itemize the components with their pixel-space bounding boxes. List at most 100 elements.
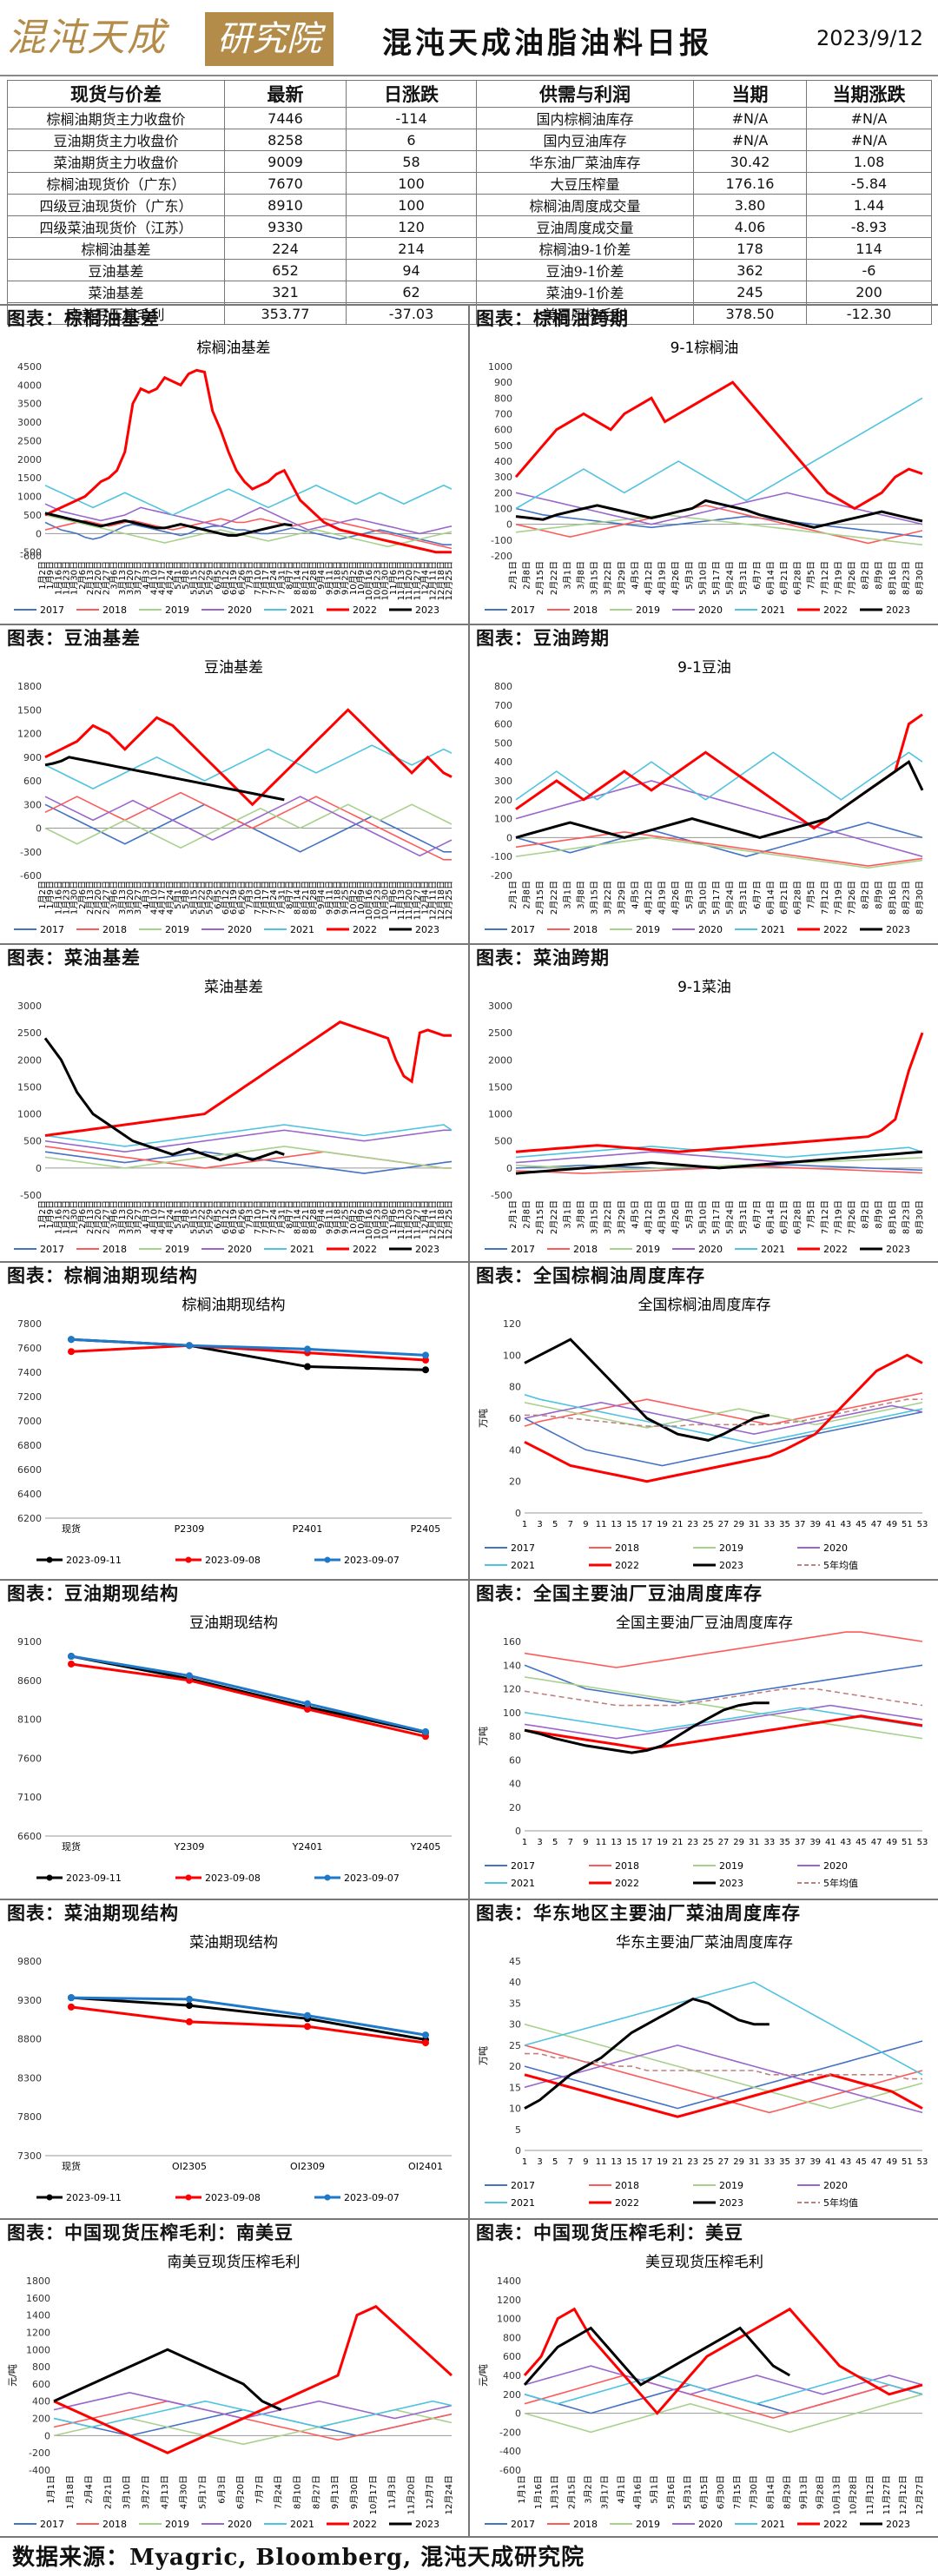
x-tick-label: 17 [642, 1838, 653, 1847]
x-tick-label: 9 [583, 1520, 588, 1529]
y-axis-label: 万吨 [478, 2046, 489, 2065]
x-tick-label: 4月26日 [670, 881, 681, 915]
legend-label: 2020 [228, 924, 252, 935]
legend-label: 2017 [511, 604, 535, 616]
x-tick-label: 3月29日 [617, 561, 627, 595]
x-tick-label: 2月15日 [535, 1200, 545, 1234]
x-tick-label: 1月16日 [53, 561, 63, 595]
series-line [515, 397, 923, 510]
series-line [524, 1981, 923, 2076]
y-tick-label: 500 [494, 1136, 512, 1147]
x-tick-label: 11月20日 [404, 561, 414, 600]
x-tick-label: 7 [568, 2157, 573, 2167]
y-tick-label: 6600 [17, 1464, 42, 1476]
y-tick-label: 1200 [17, 729, 42, 740]
row-value: -5.84 [806, 172, 932, 195]
legend-label: 2021 [290, 2519, 314, 2530]
x-tick-label: 13 [611, 1520, 622, 1529]
y-tick-label: -500 [20, 547, 42, 558]
x-tick-label: 4月5日 [630, 561, 640, 590]
row-value: 30.42 [693, 150, 807, 173]
legend-label: 2023 [415, 1244, 439, 1255]
x-tick-label: 1月31日 [550, 2475, 560, 2509]
y-tick-label: 8100 [17, 1714, 42, 1726]
y-tick-label: 0 [44, 2430, 50, 2441]
x-tick-label: 8月30日 [915, 561, 925, 595]
legend-label: 2017 [511, 2180, 535, 2191]
x-tick-label: 7月3日 [245, 1200, 255, 1229]
x-tick-label: 8月29日 [782, 2475, 792, 2509]
series-line [44, 521, 452, 545]
y-tick-label: 80 [509, 1382, 521, 1393]
legend-label: 2020 [228, 604, 252, 616]
x-tick-label: 8月30日 [915, 1200, 925, 1234]
legend-label: 2019 [636, 924, 660, 935]
x-tick-label: 7月10日 [253, 561, 263, 595]
x-tick-label: 8月28日 [308, 881, 319, 915]
x-tick-label: 3月8日 [576, 881, 586, 909]
series-line [514, 380, 923, 511]
x-tick-label: 9月18日 [333, 561, 343, 595]
x-tick-label: 11月27日 [412, 1200, 422, 1239]
x-tick-label: 7月15日 [732, 2475, 743, 2509]
legend-label: 2022 [823, 2519, 848, 2530]
y-tick-label: 400 [503, 2370, 521, 2381]
y-tick-label: 700 [494, 700, 512, 711]
x-tick-label: 11月27日 [882, 2475, 892, 2514]
x-tick-label: 10月9日 [356, 881, 367, 915]
report-title: 混沌天成油脂油料日报 [382, 26, 712, 61]
legend-label: 2019 [636, 2519, 660, 2530]
x-tick-label: 8月28日 [308, 1200, 319, 1234]
series-line [70, 1662, 426, 1738]
series-line [515, 759, 924, 839]
x-tick-label: 3月22日 [603, 561, 613, 595]
x-tick-label: 4月3日 [141, 881, 151, 909]
x-tick-label: OI2309 [290, 2161, 325, 2172]
x-tick-label: 12月24日 [444, 2475, 454, 2514]
y-tick-label: 0 [515, 2145, 521, 2157]
x-tick-label: 3月1日 [562, 561, 572, 590]
column-divider [468, 2218, 470, 2538]
table-header-row: 现货与价差 最新 日涨跌 供需与利润 当期 当期涨跌 [7, 80, 932, 108]
legend-label: 2022 [615, 2197, 639, 2209]
x-tick-label: 7月17日 [261, 1200, 271, 1234]
series-line [524, 1338, 770, 1442]
x-tick-label: 4月10日 [149, 881, 159, 915]
legend-label: 2021 [761, 2519, 785, 2530]
x-tick-label: 8月14日 [293, 561, 303, 595]
x-tick-label: 1月30日 [69, 1200, 80, 1234]
chart-title: 豆油期现结构 [189, 1615, 278, 1632]
legend-label: 2023 [415, 924, 439, 935]
x-tick-label: 19 [657, 1838, 668, 1847]
y-tick-label: 40 [509, 1779, 521, 1790]
y-tick-label: 6600 [17, 1831, 42, 1842]
x-tick-label: 5月15日 [188, 561, 199, 595]
series-point [304, 1705, 311, 1713]
x-tick-label: 8月9日 [874, 881, 884, 909]
y-tick-label: -500 [491, 1190, 512, 1201]
x-tick-label: 5月10日 [697, 881, 708, 915]
row-value: 200 [806, 281, 932, 303]
x-tick-label: 11月6日 [388, 1200, 399, 1234]
legend-label: 2021 [761, 1244, 785, 1255]
x-tick-label: 1月16日 [53, 1200, 63, 1234]
series-line [524, 1704, 923, 1740]
legend-label: 2020 [823, 1542, 848, 1554]
legend-label: 2019 [165, 604, 189, 616]
series-point [422, 1727, 429, 1735]
x-tick-label: 7月19日 [833, 1200, 843, 1234]
x-tick-label: 6月12日 [221, 881, 231, 915]
series-point [68, 1348, 75, 1356]
x-tick-label: 4月3日 [141, 1200, 151, 1229]
row-value: 114 [806, 237, 932, 260]
x-tick-label: 10月9日 [356, 1200, 367, 1234]
x-tick-label: 7月30日 [749, 2475, 759, 2509]
x-tick-label: 6月19日 [228, 561, 239, 595]
row-value: 1.44 [806, 194, 932, 216]
x-tick-label: 4月19日 [657, 881, 668, 915]
table-row: 南美豆压榨毛利 353.77 -37.03 美豆压榨毛利 378.50 -12.30 [7, 302, 932, 325]
x-tick-label: 5月17日 [711, 1200, 722, 1234]
x-tick-label: 8月27日 [311, 2475, 321, 2509]
x-tick-label: 2月15日 [535, 561, 545, 595]
x-tick-label: 7月19日 [833, 561, 843, 595]
